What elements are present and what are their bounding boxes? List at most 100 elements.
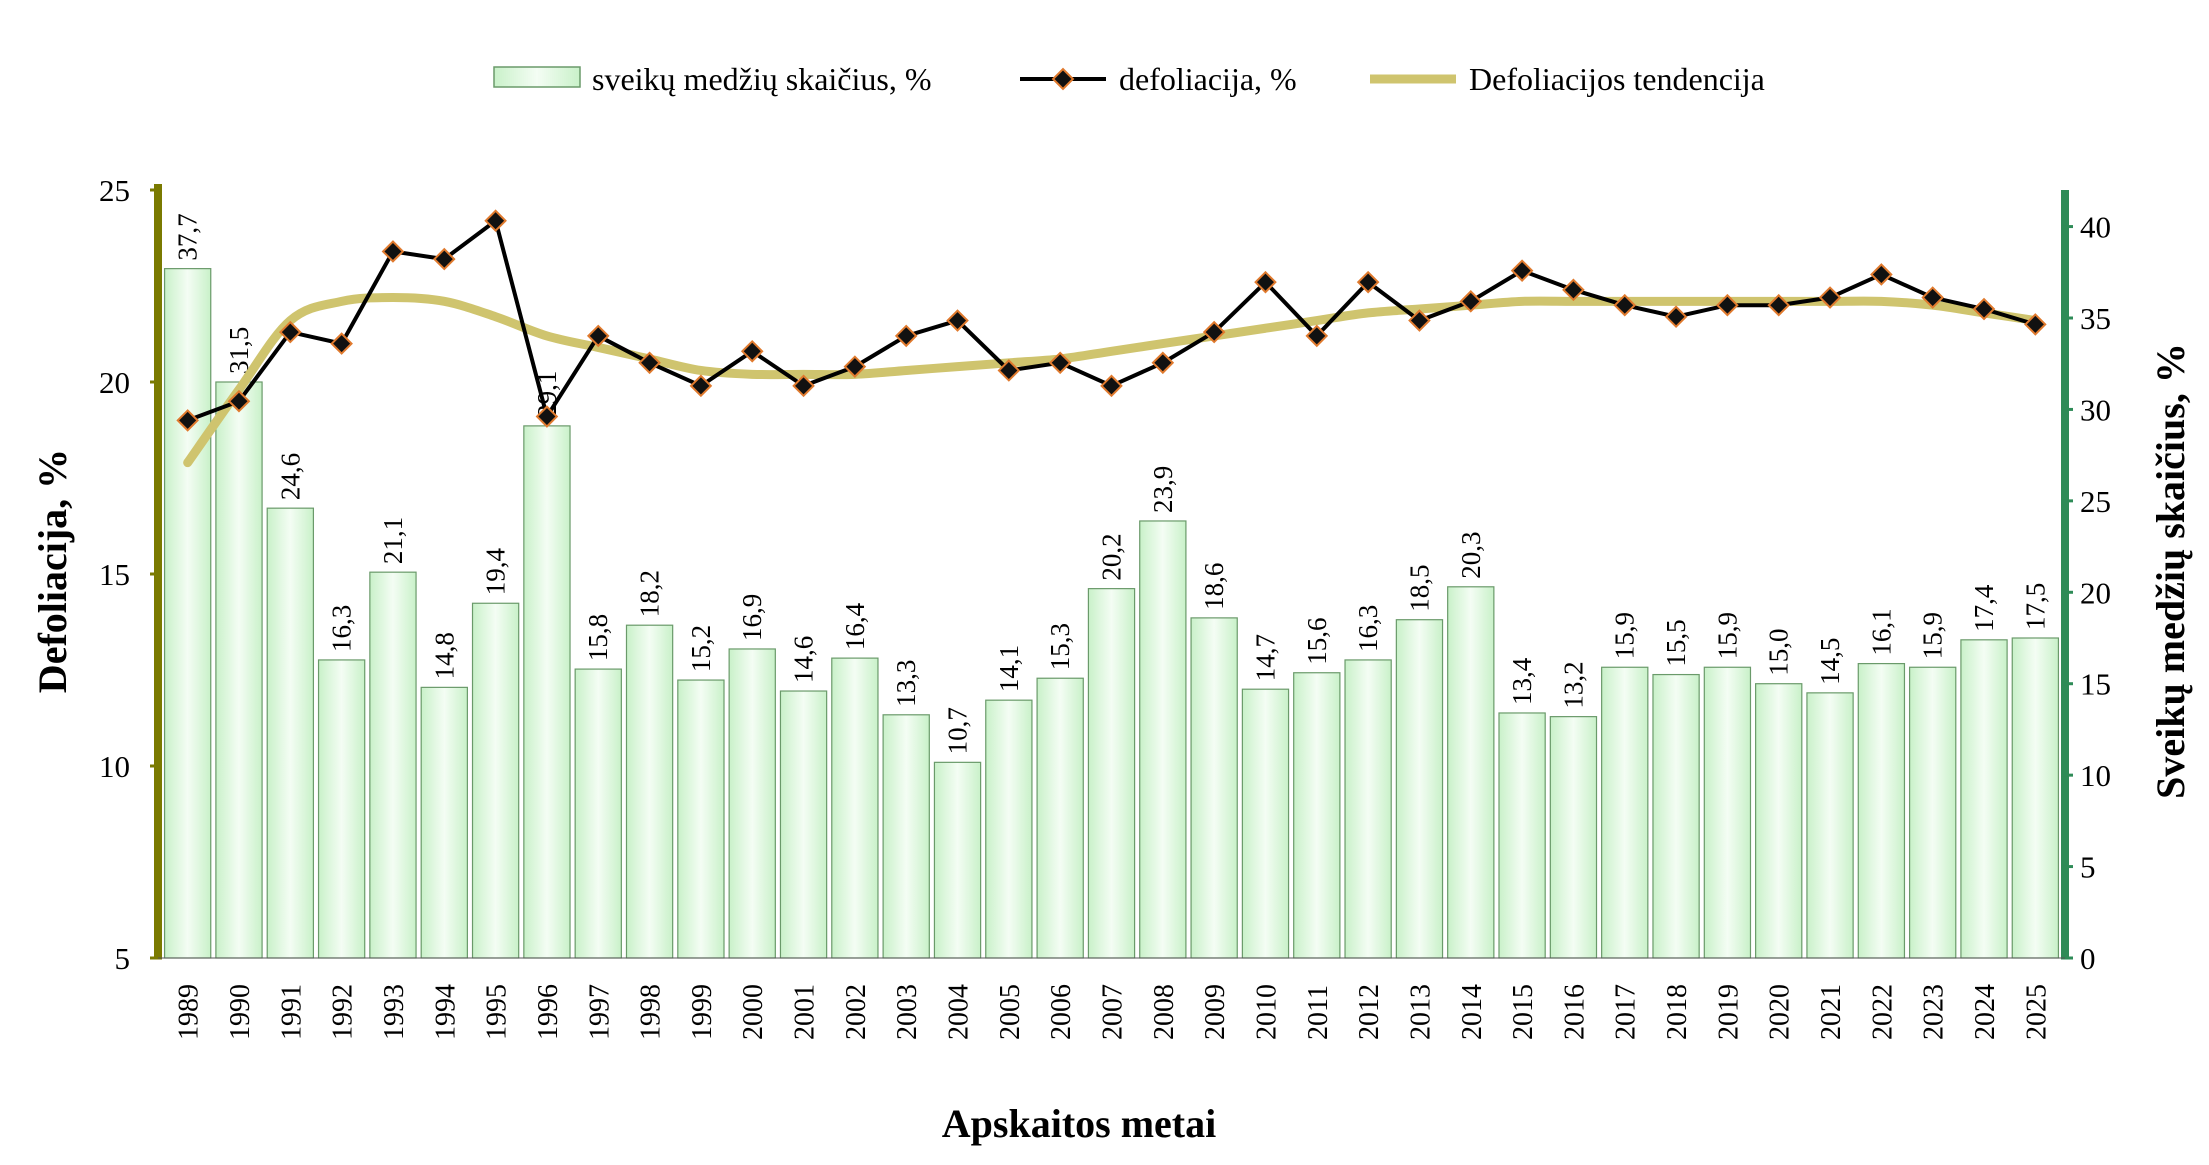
bar-data-label: 14,7	[1250, 634, 1280, 681]
bar-data-label: 18,6	[1199, 563, 1229, 610]
x-tick-label: 2012	[1354, 984, 1385, 1040]
defoliation-point-2009	[1202, 320, 1226, 344]
x-tick-label: 2019	[1713, 984, 1744, 1040]
bar-2016	[1549, 716, 1598, 959]
bar-data-label: 14,1	[994, 645, 1024, 692]
defoliation-point-2001	[792, 374, 815, 398]
bar-data-label: 24,6	[275, 453, 305, 500]
bar-data-label: 14,5	[1815, 638, 1845, 685]
bar-data-label: 31,5	[224, 327, 254, 374]
x-tick-label: 2007	[1098, 984, 1129, 1040]
bar-1995	[471, 602, 520, 959]
bar-1998	[625, 624, 674, 959]
defoliation-point-2008	[1151, 351, 1175, 375]
bar-data-label: 13,3	[891, 660, 921, 707]
bar-data-label: 16,3	[327, 605, 357, 652]
bar-data-labels: 37,731,524,616,321,114,819,429,115,818,2…	[173, 213, 2051, 754]
defoliation-point-2025	[2024, 313, 2047, 336]
x-tick-label: 2023	[1919, 984, 1950, 1040]
bar-data-label: 16,4	[840, 602, 870, 650]
y-right-tick-label: 25	[2080, 484, 2111, 519]
x-tick-label: 2017	[1611, 984, 1642, 1040]
bar-2011	[1293, 672, 1341, 959]
defoliation-point-2022	[1870, 263, 1893, 286]
defoliation-point-2011	[1305, 324, 1329, 348]
y-left-tick-label: 25	[99, 173, 130, 208]
bar-2020	[1755, 683, 1803, 959]
bar-data-label: 15,3	[1045, 623, 1075, 670]
x-tick-label: 2013	[1405, 984, 1436, 1040]
x-tick-label: 2018	[1662, 984, 1693, 1040]
legend-bar-swatch	[493, 66, 581, 88]
bar-1990	[215, 381, 263, 959]
x-tick-label: 1991	[276, 984, 307, 1040]
legend: sveikų medžių skaičius, % defoliacija, %…	[493, 61, 1765, 97]
bar-data-label: 13,4	[1507, 657, 1537, 705]
bar-2001	[779, 690, 828, 959]
bar-data-label: 17,5	[2020, 583, 2050, 630]
x-tick-label: 1989	[174, 984, 205, 1040]
x-tick-label: 2002	[841, 984, 872, 1040]
bar-1994	[420, 686, 468, 959]
bar-2006	[1036, 677, 1084, 959]
x-tick-label: 1990	[225, 984, 256, 1040]
bar-data-label: 15,5	[1661, 619, 1691, 666]
y-right-tick-label: 10	[2080, 758, 2111, 793]
defoliation-point-2023	[1921, 286, 1945, 309]
defoliation-point-2004	[946, 309, 969, 332]
bar-data-label: 13,2	[1558, 661, 1588, 708]
x-axis: 1989 1990 1991 1992 1993 1994 1995 1996 1997 1998…	[158, 957, 2065, 1040]
bar-data-label: 23,9	[1148, 466, 1178, 513]
bar-2023	[1908, 666, 1957, 959]
defoliation-point-2018	[1664, 305, 1688, 329]
bar-1999	[677, 679, 725, 959]
defoliation-point-2015	[1510, 259, 1534, 282]
x-tick-label: 2015	[1508, 984, 1539, 1040]
defoliation-point-2010	[1254, 270, 1277, 294]
bar-data-label: 16,3	[1353, 605, 1383, 652]
x-tick-label: 2016	[1559, 984, 1590, 1040]
defoliation-point-2000	[740, 339, 764, 363]
defoliation-point-1999	[689, 374, 713, 398]
bar-data-label: 15,6	[1302, 617, 1332, 664]
bar-2017	[1601, 666, 1649, 959]
defoliation-point-2003	[894, 324, 918, 348]
x-tick-label: 1993	[379, 984, 410, 1040]
y-axis-left-title: Defoliacija, %	[30, 449, 75, 693]
bar-data-label: 17,4	[1969, 584, 1999, 632]
bar-data-label: 21,1	[378, 517, 408, 564]
bar-data-label: 16,9	[737, 594, 767, 641]
bar-2019	[1703, 666, 1752, 959]
x-tick-label: 2020	[1765, 984, 1796, 1040]
bar-data-label: 16,1	[1866, 608, 1896, 655]
bar-series	[163, 268, 2060, 959]
bar-2005	[985, 699, 1033, 959]
y-right-tick-label: 5	[2080, 850, 2096, 885]
y-axis-right-title: Sveikų medžių skaičius, %	[2148, 343, 2193, 799]
x-tick-label: 1998	[636, 984, 667, 1040]
bar-data-label: 15,9	[1610, 612, 1640, 659]
bar-1996	[523, 425, 571, 959]
bar-data-label: 15,2	[686, 625, 716, 672]
bar-2022	[1857, 662, 1906, 959]
bar-2015	[1498, 712, 1546, 959]
y-left-tick-label: 20	[99, 365, 130, 400]
x-axis-title: Apskaitos metai	[942, 1101, 1216, 1146]
x-tick-label: 2003	[892, 984, 923, 1040]
bar-2007	[1087, 588, 1136, 959]
defoliation-point-1997	[586, 324, 610, 348]
defoliation-point-2014	[1459, 290, 1483, 313]
bar-data-label: 15,9	[1918, 612, 1948, 659]
bar-2025	[2011, 637, 2060, 959]
x-tick-label: 1997	[584, 984, 615, 1040]
defoliation-point-2013	[1408, 309, 1431, 332]
y-right-tick-label: 20	[2080, 575, 2111, 610]
legend-line-marker	[1051, 67, 1075, 91]
bar-data-label: 20,2	[1097, 533, 1127, 580]
x-tick-label: 2022	[1867, 984, 1898, 1040]
x-tick-label: 2024	[1970, 984, 2001, 1040]
bar-data-label: 19,4	[481, 548, 511, 596]
bar-2012	[1344, 659, 1392, 959]
y-right-tick-label: 15	[2080, 667, 2111, 702]
